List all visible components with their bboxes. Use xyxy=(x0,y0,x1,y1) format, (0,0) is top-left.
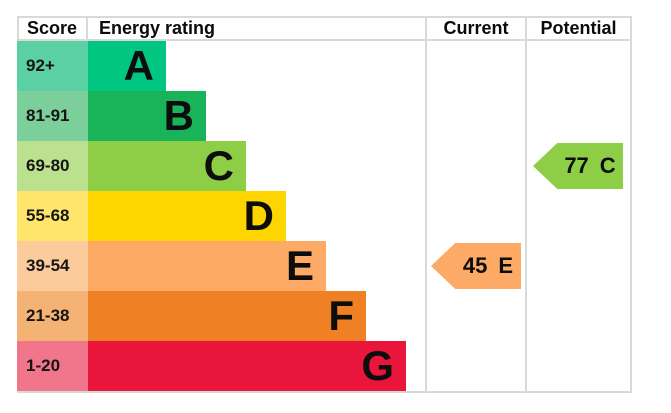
score-range: 92+ xyxy=(17,41,88,91)
band-row: 92+ A xyxy=(17,41,632,91)
score-range: 81-91 xyxy=(17,91,88,141)
band-row: 1-20 G xyxy=(17,341,632,391)
band-letter: G xyxy=(361,342,394,389)
energy-rating-column-header: Energy rating xyxy=(99,18,216,38)
band-letter: C xyxy=(203,142,234,189)
band-row: 21-38 F xyxy=(17,291,632,341)
energy-band-bar: E xyxy=(88,241,326,291)
energy-band-bar: D xyxy=(88,191,286,241)
band-row: 69-80 C xyxy=(17,141,632,191)
band-letter: E xyxy=(285,242,314,289)
band-letter: F xyxy=(328,292,354,339)
header-underline xyxy=(17,39,632,41)
potential-column-divider xyxy=(525,16,527,393)
band-letter: D xyxy=(243,192,274,239)
band-letter: B xyxy=(163,92,194,139)
energy-band-bar: B xyxy=(88,91,206,141)
band-row: 39-54 E xyxy=(17,241,632,291)
score-range: 1-20 xyxy=(17,341,88,391)
table-bottom-border xyxy=(17,391,632,393)
score-range: 55-68 xyxy=(17,191,88,241)
band-row: 81-91 B xyxy=(17,91,632,141)
energy-band-bar: C xyxy=(88,141,246,191)
energy-band-bar: G xyxy=(88,341,406,391)
current-column-header: Current xyxy=(443,18,509,38)
current-column-divider xyxy=(425,16,427,393)
score-range: 39-54 xyxy=(17,241,88,291)
table-top-border xyxy=(17,16,632,18)
energy-band-bar: A xyxy=(88,41,166,91)
score-column-divider xyxy=(86,16,88,41)
current-rating-value: 45 xyxy=(462,253,488,278)
potential-rating-band-letter: C xyxy=(599,153,616,178)
score-range: 69-80 xyxy=(17,141,88,191)
band-letter: A xyxy=(123,42,154,89)
potential-rating-value: 77 xyxy=(564,153,589,178)
table-right-border xyxy=(630,16,632,393)
current-rating-band-letter: E xyxy=(498,253,514,278)
band-row: 55-68 D xyxy=(17,191,632,241)
score-column-header: Score xyxy=(26,18,78,38)
potential-column-header: Potential xyxy=(540,18,617,38)
energy-band-bar: F xyxy=(88,291,366,341)
score-range: 21-38 xyxy=(17,291,88,341)
table-left-border xyxy=(17,16,19,41)
